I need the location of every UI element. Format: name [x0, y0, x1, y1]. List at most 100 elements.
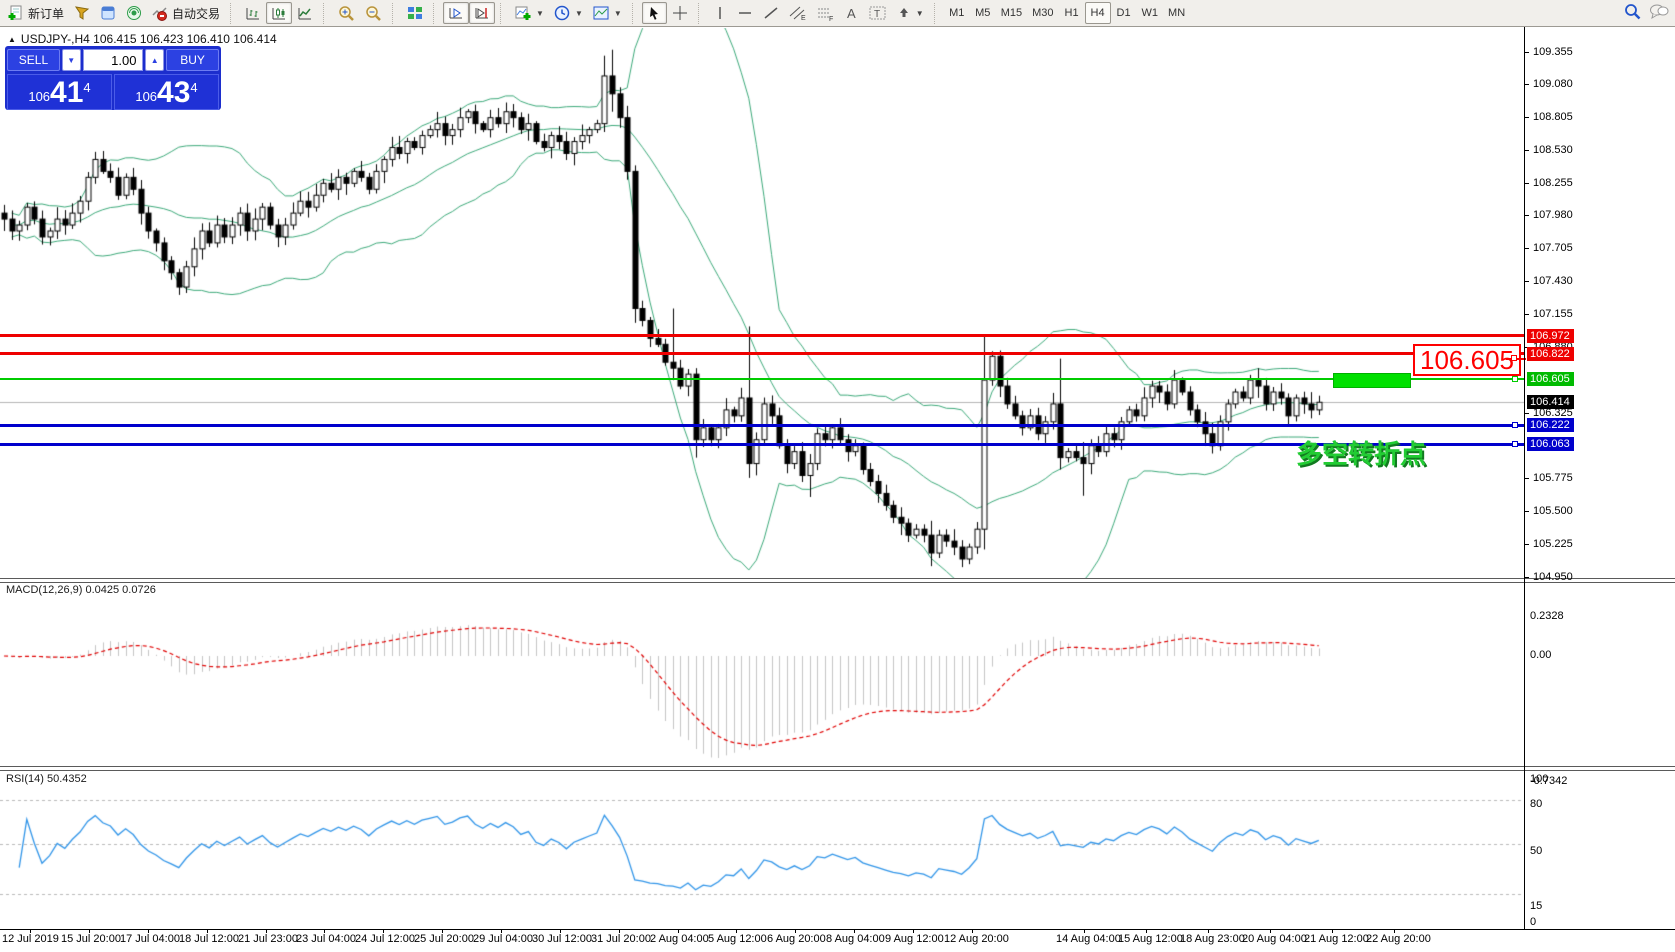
- timeframe-w1[interactable]: W1: [1141, 7, 1159, 19]
- indicator-axis-label: 100: [1530, 773, 1549, 785]
- price-tick-label: 109.355: [1533, 45, 1573, 58]
- chart-shift-button[interactable]: [469, 2, 496, 24]
- indicators-button[interactable]: ▼: [510, 2, 549, 24]
- crosshair-icon: [672, 6, 687, 20]
- toolbar-separator: [433, 2, 438, 24]
- rsi-pane-canvas[interactable]: [0, 771, 1524, 929]
- horizontal-line-tool[interactable]: [732, 2, 758, 24]
- price-tick: [1524, 413, 1529, 414]
- chevron-down-icon: ▼: [915, 8, 924, 18]
- time-tick: [736, 929, 737, 933]
- sell-button[interactable]: SELL: [7, 49, 60, 71]
- sell-price-display[interactable]: 106 41 4: [7, 74, 112, 110]
- auto-trading-icon: [152, 5, 168, 21]
- time-tick: [324, 929, 325, 933]
- text-label-tool[interactable]: T: [864, 2, 892, 24]
- bar-chart-button[interactable]: [240, 2, 266, 24]
- timeframe-h4[interactable]: H4: [1084, 2, 1111, 24]
- zoom-out-icon: [366, 5, 381, 21]
- arrows-tool[interactable]: ▼: [892, 2, 929, 24]
- arrows-icon: [899, 8, 908, 17]
- time-tick: [89, 929, 90, 933]
- pane-separator[interactable]: [0, 578, 1675, 583]
- macd-pane-canvas[interactable]: [0, 583, 1524, 763]
- pivot-annotation-text[interactable]: 多空转折点: [1296, 439, 1427, 469]
- time-tick: [678, 929, 679, 933]
- buy-price-display[interactable]: 106 43 4: [114, 74, 219, 110]
- vertical-line-tool[interactable]: [708, 2, 732, 24]
- toolbar-separator: [392, 2, 397, 24]
- time-label: 6 Aug 20:00: [767, 933, 826, 945]
- zoom-out-button[interactable]: [360, 2, 387, 24]
- time-tick: [560, 929, 561, 933]
- time-tick: [148, 929, 149, 933]
- volume-input[interactable]: 1.00: [82, 49, 144, 71]
- text-tool[interactable]: A: [840, 2, 864, 24]
- line-knob[interactable]: [1512, 376, 1518, 383]
- time-tick: [442, 929, 443, 933]
- crosshair-tool-button[interactable]: [667, 2, 693, 24]
- new-order-button[interactable]: 新订单: [3, 2, 69, 24]
- toolbar-separator: [500, 2, 505, 24]
- horizontal-line-106.605[interactable]: [0, 378, 1524, 381]
- timeframe-d1[interactable]: D1: [1116, 7, 1131, 19]
- price-tick: [1524, 347, 1529, 348]
- trendline-tool[interactable]: [758, 2, 784, 24]
- main-chart-canvas[interactable]: [0, 28, 1524, 579]
- text-label-icon: T: [869, 6, 886, 20]
- timeframe-m30[interactable]: M30: [1032, 7, 1054, 19]
- signals-button[interactable]: [121, 2, 147, 24]
- symbol-collapse-icon[interactable]: ▲: [8, 34, 16, 44]
- price-tick-label: 107.430: [1533, 275, 1573, 288]
- styler-button[interactable]: [69, 2, 95, 24]
- horizontal-line-106.063[interactable]: [0, 442, 1524, 446]
- channel-tool[interactable]: E: [784, 2, 812, 24]
- toolbar-separator: [631, 2, 637, 24]
- price-callout-label[interactable]: 106.605: [1413, 344, 1521, 377]
- timeframe-h1[interactable]: H1: [1064, 7, 1079, 19]
- time-tick: [266, 929, 267, 933]
- volume-decrease-button[interactable]: ▼: [61, 49, 81, 71]
- price-tick-label: 105.225: [1533, 538, 1573, 551]
- pane-separator[interactable]: [0, 766, 1675, 771]
- time-label: 15 Jul 20:00: [61, 933, 121, 945]
- horizontal-line-106.972[interactable]: [0, 334, 1524, 338]
- callout-knob[interactable]: [1511, 355, 1517, 362]
- timeframe-m1[interactable]: M1: [949, 7, 965, 19]
- line-knob[interactable]: [1512, 441, 1518, 448]
- cursor-tool-button[interactable]: [641, 2, 667, 24]
- price-tick: [1524, 117, 1529, 118]
- line-chart-button[interactable]: [292, 2, 318, 24]
- price-tick: [1524, 478, 1529, 479]
- search-icon[interactable]: [1624, 3, 1641, 25]
- tile-windows-button[interactable]: [402, 2, 428, 24]
- horizontal-line-106.222[interactable]: [0, 423, 1524, 427]
- timeframe-m5[interactable]: M5: [975, 7, 991, 19]
- market-window-button[interactable]: [95, 2, 121, 24]
- horizontal-line-106.822[interactable]: [0, 352, 1524, 356]
- volume-increase-button[interactable]: ▲: [145, 49, 165, 71]
- channel-icon: E: [789, 6, 806, 21]
- time-label: 2 Aug 04:00: [650, 933, 709, 945]
- highlight-rectangle-object[interactable]: [1333, 372, 1411, 389]
- price-tick-label: 107.155: [1533, 307, 1573, 320]
- chat-icon[interactable]: [1649, 3, 1669, 25]
- timeframe-m15[interactable]: M15: [1000, 7, 1023, 19]
- time-label: 14 Aug 04:00: [1056, 933, 1121, 945]
- indicators-icon: [515, 6, 531, 20]
- time-label: 21 Jul 23:00: [238, 933, 298, 945]
- auto-trading-button[interactable]: 自动交易: [147, 2, 225, 24]
- timeframe-mn[interactable]: MN: [1168, 7, 1186, 19]
- buy-button[interactable]: BUY: [166, 49, 219, 71]
- fibonacci-tool[interactable]: F: [812, 2, 840, 24]
- symbol-info: ▲ USDJPY-,H4 106.415 106.423 106.410 106…: [8, 32, 277, 46]
- templates-button[interactable]: ▼: [588, 2, 627, 24]
- line-knob[interactable]: [1512, 422, 1518, 429]
- zoom-in-button[interactable]: [333, 2, 360, 24]
- price-line-label-106.822: 106.822: [1527, 346, 1574, 361]
- auto-scroll-button[interactable]: [443, 2, 470, 24]
- candlestick-chart-button[interactable]: [266, 2, 293, 24]
- funnel-icon: [74, 5, 90, 21]
- price-tick-label: 104.950: [1533, 570, 1573, 583]
- periods-button[interactable]: ▼: [549, 2, 588, 24]
